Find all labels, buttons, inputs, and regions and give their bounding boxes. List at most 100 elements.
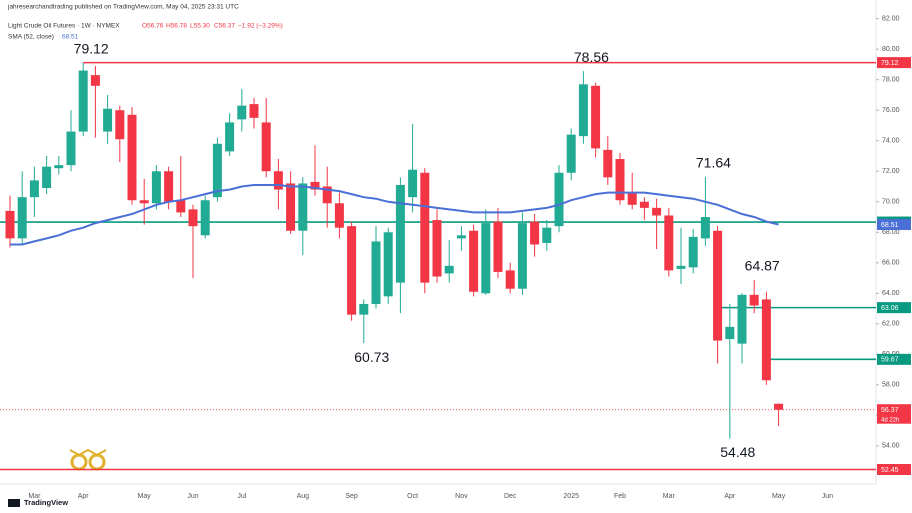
x-tick-label: Apr [724, 493, 736, 500]
x-tick-label: Mar [663, 493, 676, 500]
x-tick-label: Jun [187, 493, 198, 500]
candle-body [432, 220, 442, 277]
x-tick-label: Nov [455, 493, 468, 500]
candle-body [749, 294, 759, 306]
candle-body [652, 207, 662, 216]
candle-body [627, 192, 637, 205]
candle-body [505, 270, 515, 289]
candle-body [188, 209, 198, 227]
level-box [877, 57, 911, 69]
y-tick-label: 62.00 [882, 321, 900, 328]
candle-body [664, 215, 674, 271]
x-tick-label: Aug [297, 493, 310, 500]
candle-body [676, 265, 686, 269]
candle-body [200, 200, 210, 236]
annotation: 78.56 [574, 49, 609, 65]
x-tick-label: Dec [504, 493, 517, 500]
sma-legend-value: 68.51 [62, 34, 79, 41]
candle-body [444, 265, 454, 274]
level-box [877, 353, 911, 365]
candle-body [103, 108, 113, 132]
x-tick-label: Sep [345, 493, 358, 500]
candle-body [578, 84, 588, 137]
ohlc-value: H56.78 [166, 23, 187, 30]
brand-icon [8, 499, 20, 507]
candle-body [700, 217, 710, 239]
candle-body [334, 203, 344, 228]
logo-brow [69, 448, 107, 457]
candle-body [542, 227, 552, 243]
candle-body [225, 122, 235, 152]
x-tick-label: Apr [78, 493, 90, 500]
candle-body [603, 149, 613, 178]
y-tick-label: 76.00 [882, 107, 900, 114]
candle-body [29, 180, 39, 198]
x-tick-label: Mar [28, 493, 41, 500]
y-tick-label: 72.00 [882, 168, 900, 175]
ohlc-value: L55.30 [190, 23, 210, 30]
ohlc-value: C56.37 [214, 23, 235, 30]
y-tick-label: 64.00 [882, 290, 900, 297]
candle-body [176, 200, 186, 213]
annotation: 79.12 [74, 40, 109, 56]
candle-body [408, 169, 418, 198]
candle-body [554, 172, 564, 227]
y-tick-label: 66.00 [882, 260, 900, 267]
candle-body [383, 232, 393, 297]
y-tick-label: 82.00 [882, 16, 900, 23]
candle-body [151, 171, 161, 204]
candle-body [286, 183, 296, 231]
y-tick-label: 70.00 [882, 199, 900, 206]
x-tick-label: 2025 [563, 493, 579, 500]
candle-body [481, 223, 491, 294]
y-tick-label: 54.00 [882, 443, 900, 450]
level-label: 59.67 [881, 357, 899, 364]
candle-body [493, 221, 503, 272]
x-tick-label: Feb [614, 493, 626, 500]
last-price-label: 56.37 [881, 407, 899, 414]
candle-body [517, 223, 527, 289]
x-tick-label: Oct [407, 493, 418, 500]
x-tick-label: May [772, 493, 786, 500]
level-label: 52.45 [881, 467, 899, 474]
candle-body [761, 299, 771, 381]
candle-body [5, 210, 15, 239]
x-tick-label: Jun [822, 493, 833, 500]
candle-body [42, 166, 52, 189]
candle-body [139, 200, 149, 204]
last-price-box [877, 404, 911, 416]
candle-body [713, 230, 723, 341]
brand: TradingView [24, 498, 68, 507]
candle-body [395, 184, 405, 283]
countdown: 4d 22h [881, 417, 899, 423]
level-box [877, 464, 911, 476]
y-tick-label: 68.00 [882, 229, 900, 236]
countdown-box [877, 414, 911, 424]
level-label: 63.06 [881, 305, 899, 312]
ohlc-value: −1.92 (−3.29%) [238, 23, 283, 30]
candle-body [530, 221, 540, 245]
publisher: jahresearchandtrading published on Tradi… [7, 4, 239, 11]
candles [5, 62, 784, 439]
candle-body [127, 114, 137, 201]
x-tick-label: May [138, 493, 152, 500]
y-tick-label: 78.00 [882, 77, 900, 84]
candle-body [469, 230, 479, 292]
candle-body [310, 181, 320, 190]
candle-body [78, 70, 88, 132]
candle-body [322, 186, 332, 204]
sma-line [10, 184, 779, 246]
candle-body [639, 201, 649, 208]
candle-body [115, 110, 125, 140]
candle-body [774, 403, 784, 410]
annotation: 71.64 [696, 154, 731, 170]
candle-body [17, 197, 27, 239]
candle-body [66, 131, 76, 166]
candle-body [54, 165, 64, 169]
y-tick-label: 74.00 [882, 138, 900, 145]
sma-label: 68.51 [881, 222, 899, 229]
chart-title: Light Crude Oil Futures · 1W · NYMEX [8, 23, 120, 30]
candle-body [688, 236, 698, 268]
